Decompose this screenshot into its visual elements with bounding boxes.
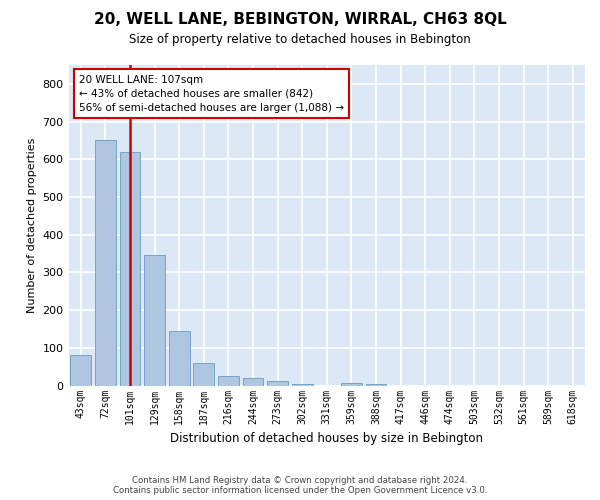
Bar: [242, 378, 263, 386]
X-axis label: Distribution of detached houses by size in Bebington: Distribution of detached houses by size …: [170, 432, 483, 445]
Bar: [193, 363, 214, 386]
Bar: [341, 382, 362, 386]
Bar: [70, 356, 91, 386]
Text: Size of property relative to detached houses in Bebington: Size of property relative to detached ho…: [129, 32, 471, 46]
Y-axis label: Number of detached properties: Number of detached properties: [27, 138, 37, 313]
Text: 20 WELL LANE: 107sqm
← 43% of detached houses are smaller (842)
56% of semi-deta: 20 WELL LANE: 107sqm ← 43% of detached h…: [79, 74, 344, 112]
Bar: [144, 256, 165, 386]
Bar: [365, 384, 386, 386]
Bar: [218, 376, 239, 386]
Text: Contains HM Land Registry data © Crown copyright and database right 2024.
Contai: Contains HM Land Registry data © Crown c…: [113, 476, 487, 495]
Bar: [169, 331, 190, 386]
Bar: [292, 384, 313, 386]
Bar: [267, 381, 288, 386]
Bar: [95, 140, 116, 386]
Bar: [119, 152, 140, 386]
Text: 20, WELL LANE, BEBINGTON, WIRRAL, CH63 8QL: 20, WELL LANE, BEBINGTON, WIRRAL, CH63 8…: [94, 12, 506, 28]
